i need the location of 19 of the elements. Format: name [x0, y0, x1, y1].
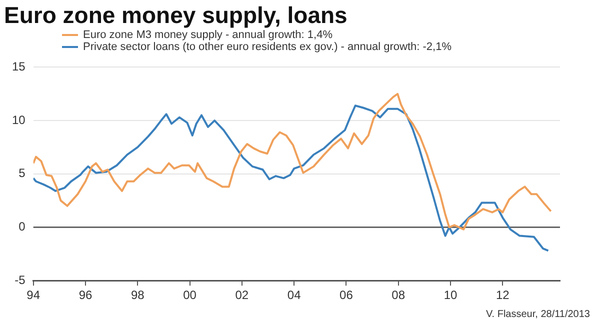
y-tick-label: -5	[14, 272, 26, 287]
text: V. Flasseur, 28/11/2013	[486, 309, 590, 320]
y-tick-label: 10	[12, 112, 26, 127]
x-tick-label: 00	[183, 288, 197, 302]
x-tick-label: 12	[496, 288, 510, 302]
legend-label: Private sector loans (to other euro residents ex gov.) - annual growth: -2,1%	[83, 41, 452, 53]
y-tick-label: 15	[12, 60, 26, 74]
x-tick-label: 06	[340, 288, 354, 302]
x-tick-label: 98	[130, 288, 145, 302]
y-tick-label: 0	[18, 220, 26, 234]
x-tick-label: 96	[78, 288, 92, 302]
x-tick-label: 04	[287, 288, 302, 302]
y-tick-label: 5	[18, 166, 26, 180]
x-tick-label: 10	[444, 288, 458, 302]
chart-title: Euro zone money supply, loans	[4, 2, 348, 29]
x-tick-label: 94	[26, 288, 40, 302]
legend-label: Euro zone M3 money supply - annual growth: 1,4%	[83, 29, 332, 41]
x-tick-label: 02	[235, 288, 249, 302]
x-tick-label: 08	[392, 288, 406, 302]
